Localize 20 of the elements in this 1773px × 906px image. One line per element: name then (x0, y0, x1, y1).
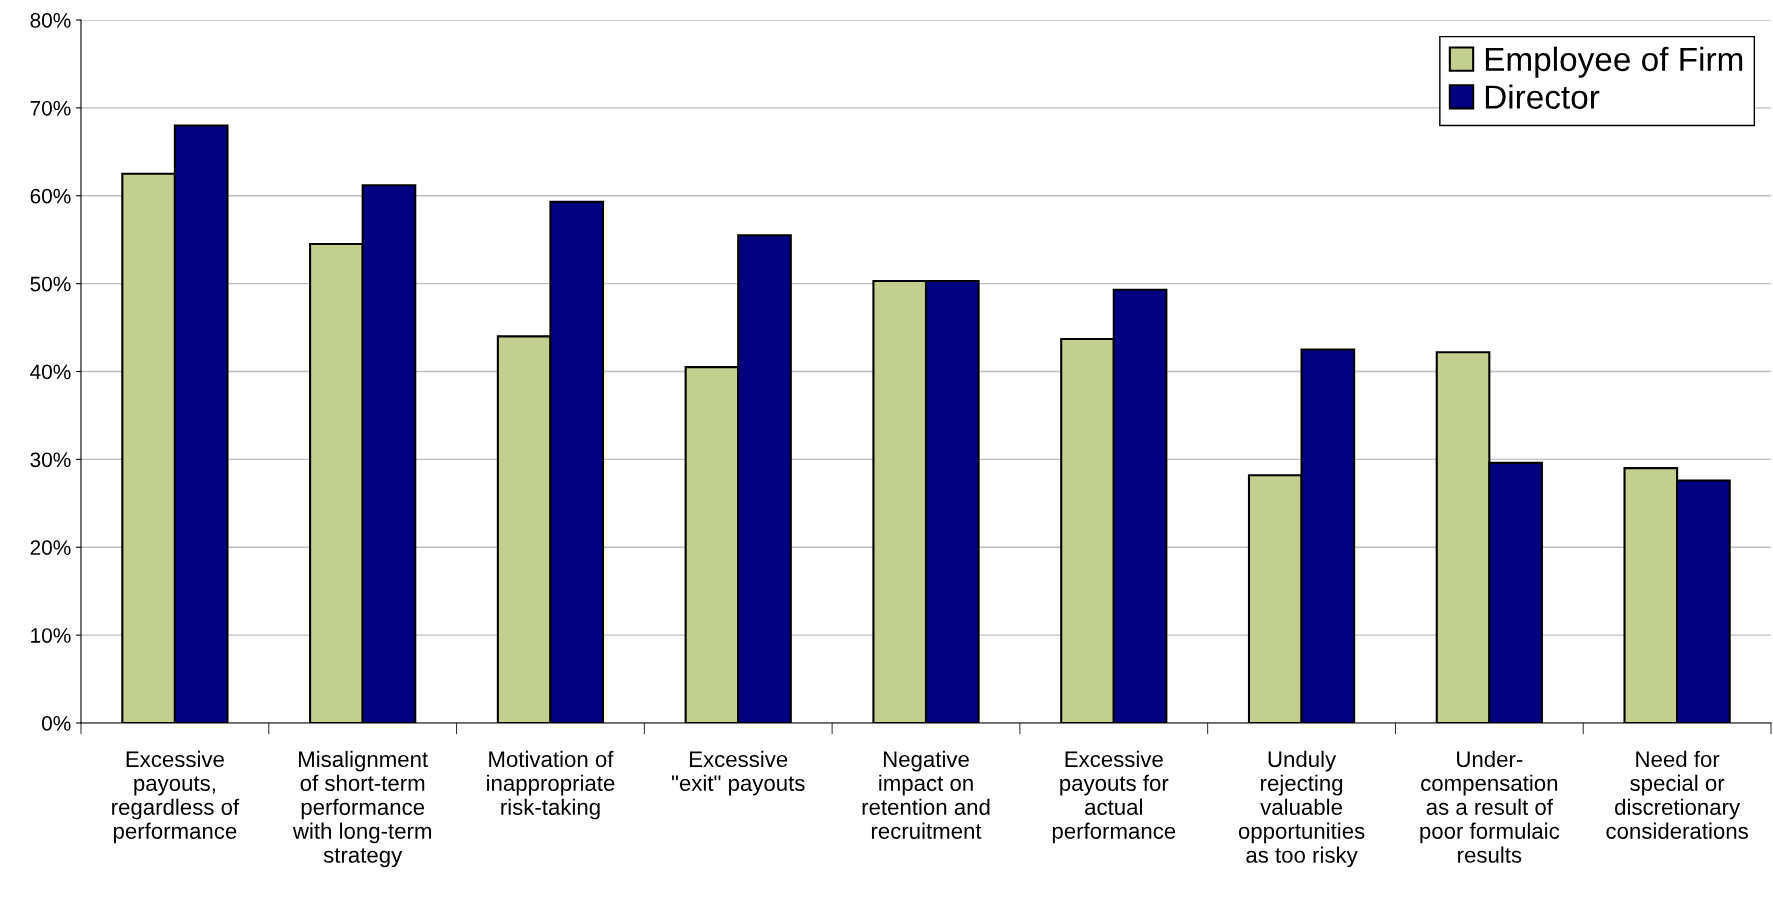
x-tick-label: Unduly rejecting valuable opportunities as too risky (1238, 750, 1365, 868)
y-tick-label: 70% (30, 100, 71, 116)
y-tick-label: 80% (30, 13, 71, 28)
y-tick-label: 0% (41, 716, 71, 731)
x-tick-label: Motivation of inappropriate risk-taking (487, 750, 615, 820)
legend-label: Director (1485, 84, 1600, 109)
x-tick-label: Need for special or discretionary considerations (1606, 750, 1748, 839)
x-tick-label: Excessive payouts, regardless of performance (112, 750, 240, 844)
x-tick-label: Excessive payouts for actual performance (1052, 750, 1176, 844)
x-tick-label: Misalignment of short-term performance with long-term strategy (292, 750, 431, 868)
y-tick-label: 30% (30, 452, 71, 468)
y-tick-label: 50% (30, 276, 71, 292)
x-tick-label: Negative impact on retention and recruitment (862, 750, 990, 839)
y-tick-label: 40% (30, 364, 71, 380)
legend-label: Employee of Firm (1485, 46, 1743, 78)
y-tick-label: 10% (31, 628, 71, 643)
y-tick-label: 60% (30, 188, 71, 204)
x-tick-label: Excessive "exit" payouts (671, 750, 805, 796)
x-tick-label: Under- compensation as a result of poor formulaic results (1420, 750, 1560, 863)
y-tick-label: 20% (30, 540, 71, 555)
